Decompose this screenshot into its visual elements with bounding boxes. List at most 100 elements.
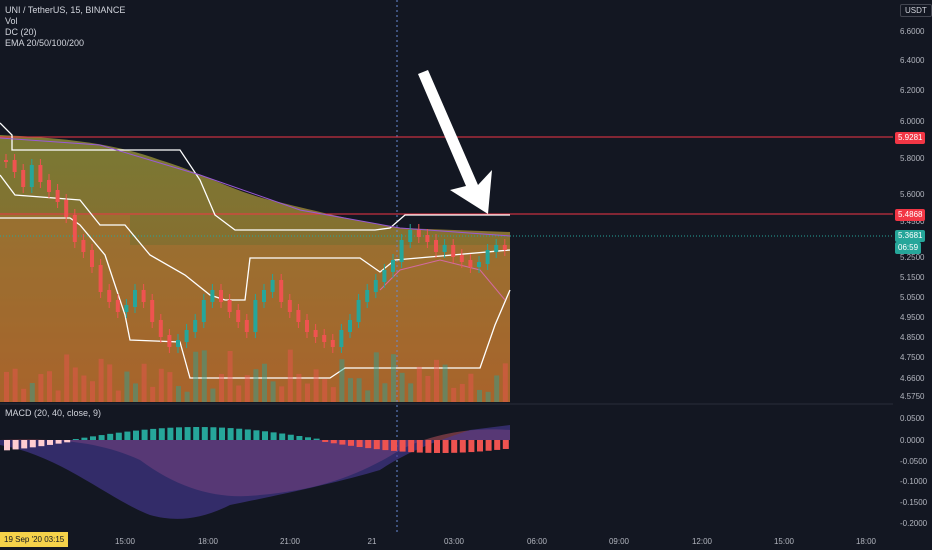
volume-bar xyxy=(305,383,310,402)
macd-histogram-bar xyxy=(244,429,251,440)
candle-body xyxy=(55,190,60,202)
time-axis-label: 15:00 xyxy=(115,537,136,546)
candle-body xyxy=(47,180,51,192)
macd-histogram-bar xyxy=(236,428,243,440)
macd-histogram-bar xyxy=(451,440,458,453)
volume-bar xyxy=(184,391,190,402)
volume-series xyxy=(4,349,508,402)
volume-bar xyxy=(133,383,138,402)
candle-body xyxy=(193,320,198,332)
currency-button[interactable]: USDT xyxy=(900,4,932,17)
candle-body xyxy=(468,260,473,267)
macd-histogram-bar xyxy=(416,440,423,453)
price-axis-label: 4.8500 xyxy=(900,333,925,342)
time-axis-label: 09:00 xyxy=(609,537,630,546)
macd-histogram-bar xyxy=(64,440,71,443)
candle-body xyxy=(124,305,129,312)
macd-histogram-bar xyxy=(219,427,225,440)
candle-body xyxy=(279,280,284,302)
price-axis-label: 6.4000 xyxy=(900,56,925,65)
candle-body xyxy=(262,290,266,302)
volume-bar xyxy=(176,386,181,402)
legend-symbol[interactable]: UNI / TetherUS, 15, BINANCE xyxy=(5,5,126,15)
volume-bar xyxy=(494,375,500,402)
volume-bar xyxy=(38,374,44,402)
macd-histogram-bar xyxy=(4,440,10,451)
candle-body xyxy=(356,300,361,322)
price-axis-label: 4.5750 xyxy=(900,392,925,401)
macd-histogram-bar xyxy=(90,436,96,440)
macd-histogram-bar xyxy=(287,434,294,440)
legend-donchian[interactable]: DC (20) xyxy=(5,27,37,37)
macd-histogram-bar xyxy=(158,428,165,440)
candle-body xyxy=(305,320,309,332)
volume-bar xyxy=(64,354,70,402)
volume-bar xyxy=(399,372,405,402)
macd-histogram-bar xyxy=(124,431,131,440)
donchian-upper xyxy=(0,122,510,231)
price-tag-upper-line: 5.9281 xyxy=(895,132,926,144)
arrow-annotation[interactable] xyxy=(418,70,492,214)
macd-histogram-bar xyxy=(399,440,406,452)
candle-body xyxy=(442,245,447,252)
candle-body xyxy=(434,240,438,252)
volume-bar xyxy=(124,371,130,402)
macd-histogram-bar xyxy=(373,440,380,450)
macd-histogram-bar xyxy=(330,440,337,444)
macd-histogram-bar xyxy=(210,427,217,440)
time-axis-label: 18:00 xyxy=(198,537,219,546)
macd-axis-label: -0.0500 xyxy=(900,457,928,466)
price-axis[interactable]: 6.6000 6.4000 6.2000 6.0000 5.8000 5.6000 5.45… xyxy=(900,27,925,401)
macd-histogram-bar xyxy=(72,439,79,440)
time-axis[interactable]: 15:00 18:00 21:00 21 03:00 06:00 09:00 12:00 15:… xyxy=(115,537,877,546)
legend-ema[interactable]: EMA 20/50/100/200 xyxy=(5,38,85,48)
macd-histogram-bar xyxy=(391,440,397,451)
candle-body xyxy=(141,290,146,302)
candle-body xyxy=(348,320,352,332)
volume-bar xyxy=(210,388,216,402)
time-cursor-date-tag: 19 Sep '20 03:15 xyxy=(0,532,69,547)
legend-macd[interactable]: MACD (20, 40, close, 9) xyxy=(5,408,102,418)
macd-histogram-bar xyxy=(296,435,303,440)
candle-body xyxy=(38,165,43,182)
candle-body xyxy=(115,300,120,312)
price-tag-lower-line: 5.4868 xyxy=(895,209,926,221)
candle-body xyxy=(416,230,421,237)
volume-bar xyxy=(201,350,207,402)
price-axis-label: 5.8000 xyxy=(900,154,925,163)
macd-histogram-bar xyxy=(262,431,268,440)
candle-body xyxy=(330,340,335,347)
volume-bar xyxy=(115,390,121,402)
candle-body xyxy=(253,300,258,332)
time-axis-label: 18:00 xyxy=(856,537,877,546)
volume-bar xyxy=(158,368,164,402)
macd-histogram-bar xyxy=(21,440,28,449)
macd-axis[interactable]: 0.0500 0.0000 -0.0500 -0.1000 -0.1500 -0.2000 xyxy=(900,414,928,528)
macd-histogram-bar xyxy=(167,427,174,440)
candle-body xyxy=(485,250,490,264)
candle-body xyxy=(287,300,292,312)
volume-bar xyxy=(55,390,61,402)
legend-volume[interactable]: Vol xyxy=(5,16,18,26)
macd-histogram-bar xyxy=(348,440,354,446)
price-axis-label: 5.4500 xyxy=(900,217,925,226)
volume-bar xyxy=(485,391,491,402)
candle-body xyxy=(425,235,430,242)
chart-legend: UNI / TetherUS, 15, BINANCE Vol DC (20) … xyxy=(5,5,125,49)
volume-bar xyxy=(4,371,9,402)
macd-histogram-bar xyxy=(141,429,148,440)
candle-body xyxy=(81,240,86,252)
candle-body xyxy=(451,245,456,257)
time-axis-label: 21 xyxy=(368,537,377,546)
candle-body xyxy=(150,300,155,322)
macd-histogram-bar xyxy=(193,427,200,440)
price-axis-label: 4.7500 xyxy=(900,353,925,362)
volume-bar xyxy=(244,375,250,402)
macd-histogram-bar xyxy=(184,427,191,440)
volume-bar xyxy=(279,386,285,402)
volume-bar xyxy=(502,363,508,402)
volume-bar xyxy=(313,369,319,402)
macd-axis-label: 0.0500 xyxy=(900,414,925,423)
macd-histogram-bar xyxy=(107,433,114,440)
